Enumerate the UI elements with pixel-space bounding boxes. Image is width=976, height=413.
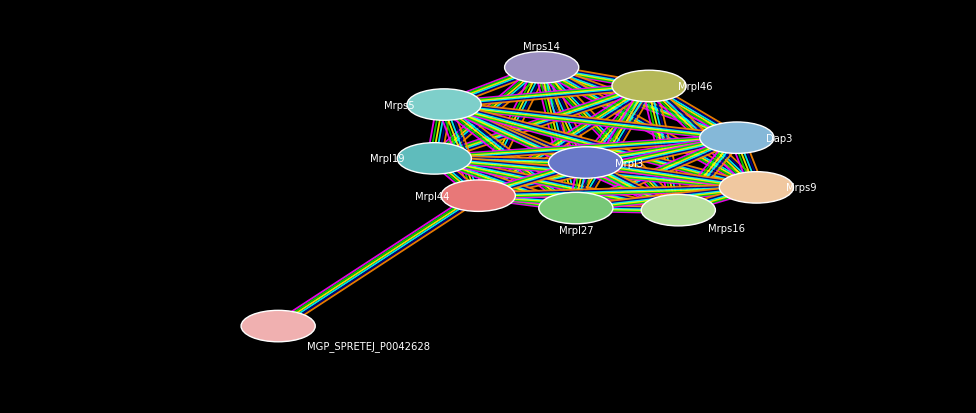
- Circle shape: [612, 71, 686, 102]
- Circle shape: [539, 193, 613, 224]
- Text: Mrpl3: Mrpl3: [615, 158, 643, 168]
- Text: Mrpl44: Mrpl44: [415, 191, 449, 201]
- Text: Mrpl27: Mrpl27: [558, 225, 593, 235]
- Text: MGP_SPRETEJ_P0042628: MGP_SPRETEJ_P0042628: [307, 341, 430, 351]
- Circle shape: [505, 52, 579, 84]
- Circle shape: [241, 311, 315, 342]
- Circle shape: [397, 143, 471, 175]
- Circle shape: [441, 180, 515, 212]
- Text: Mrps9: Mrps9: [786, 183, 816, 193]
- Circle shape: [700, 123, 774, 154]
- Text: Mrps5: Mrps5: [385, 100, 415, 110]
- Circle shape: [641, 195, 715, 226]
- Text: Dap3: Dap3: [766, 133, 793, 143]
- Circle shape: [407, 90, 481, 121]
- Circle shape: [719, 172, 793, 204]
- Text: Mrpl46: Mrpl46: [678, 82, 712, 92]
- Text: Mrpl19: Mrpl19: [371, 154, 405, 164]
- Circle shape: [549, 147, 623, 179]
- Text: Mrps14: Mrps14: [523, 42, 560, 52]
- Text: Mrps16: Mrps16: [708, 223, 745, 233]
